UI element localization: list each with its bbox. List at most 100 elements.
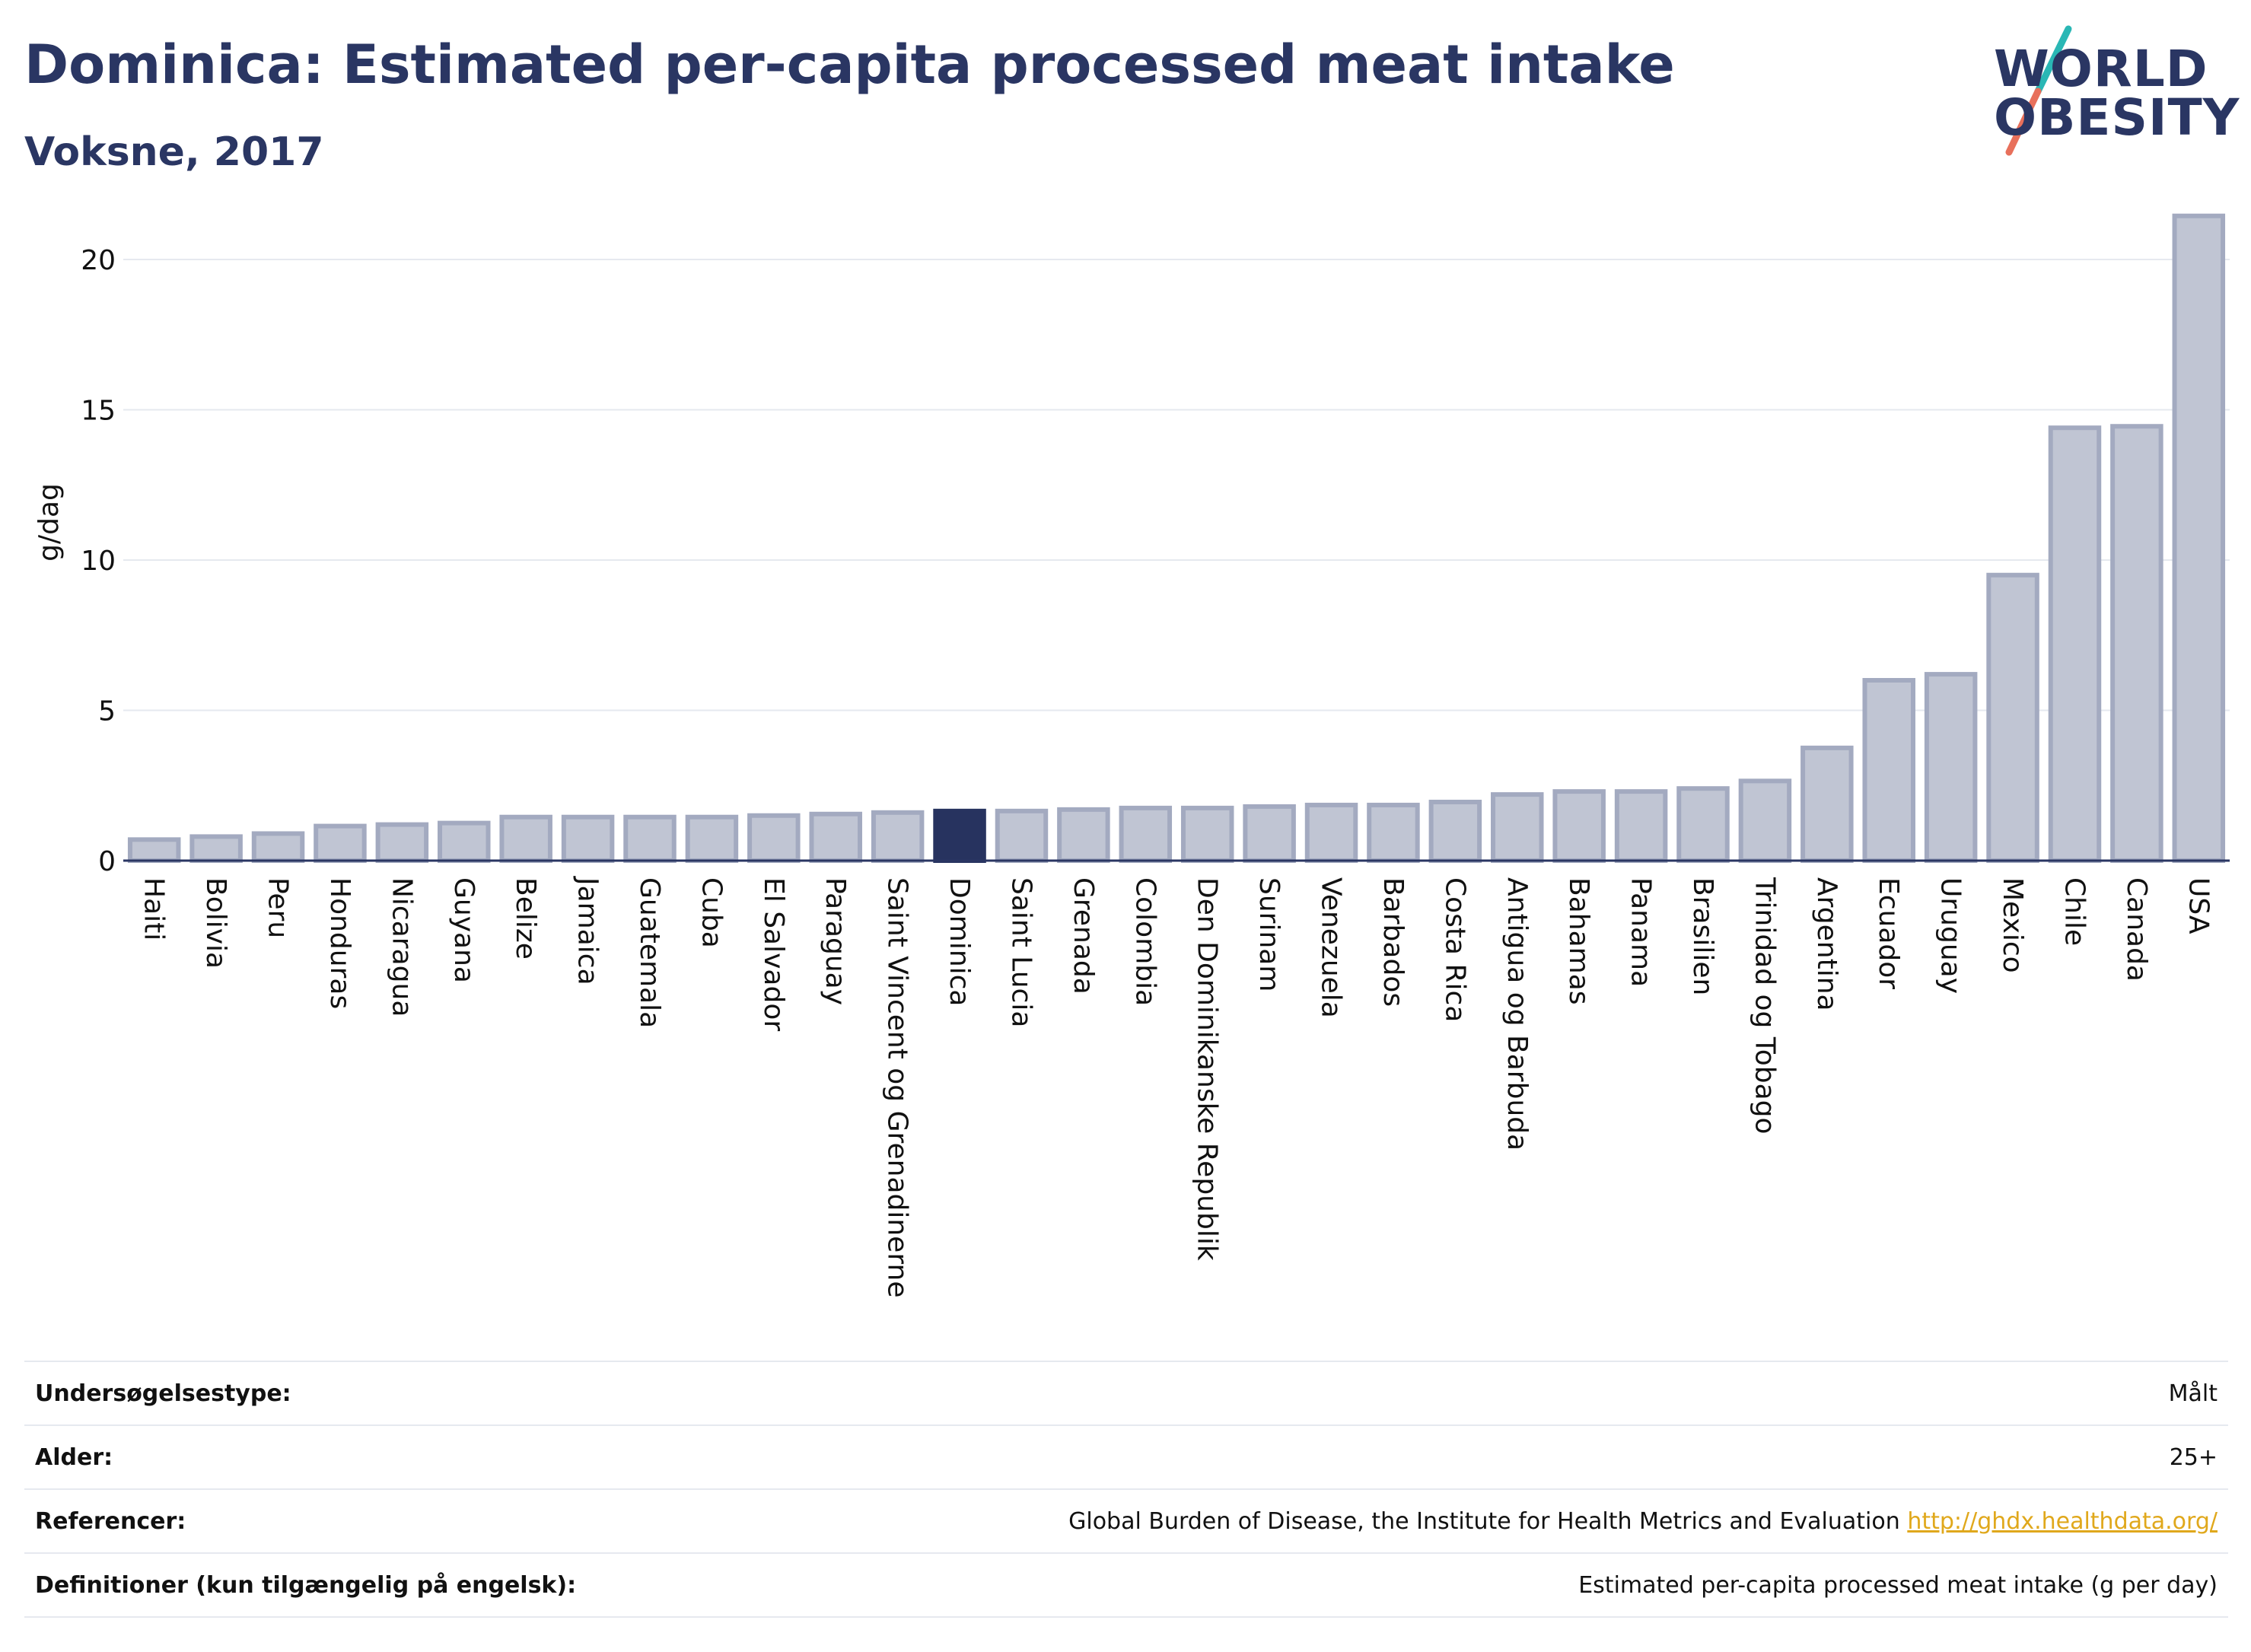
bar-uruguay[interactable] bbox=[1924, 672, 1978, 863]
bar-panama[interactable] bbox=[1614, 789, 1668, 864]
meta-label: Definitioner (kun tilgængelig på engelsk… bbox=[35, 1571, 577, 1599]
x-tick-label: Trinidad og Tobago bbox=[1749, 877, 1780, 1135]
x-tick-label: Guatemala bbox=[634, 877, 665, 1028]
bar-canada[interactable] bbox=[2110, 424, 2163, 863]
meta-row-age: Alder: 25+ bbox=[24, 1426, 2228, 1490]
bar-argentina[interactable] bbox=[1800, 745, 1854, 863]
x-tick-label: Honduras bbox=[324, 877, 355, 1009]
x-tick-label: Saint Vincent og Grenadinerne bbox=[882, 877, 913, 1297]
bar-haiti[interactable] bbox=[127, 837, 181, 863]
bar-honduras[interactable] bbox=[314, 823, 367, 863]
x-tick-label: Grenada bbox=[1068, 877, 1099, 995]
bar-saint-lucia[interactable] bbox=[995, 808, 1049, 863]
x-tick-label: Belize bbox=[510, 877, 541, 960]
bar-chile[interactable] bbox=[2048, 425, 2102, 863]
x-tick-label: Dominica bbox=[944, 877, 975, 1007]
x-tick-label: USA bbox=[2183, 877, 2214, 934]
x-tick-label: Nicaragua bbox=[386, 877, 417, 1017]
bar-trinidad-og-tobago[interactable] bbox=[1738, 778, 1792, 863]
x-tick-label: Chile bbox=[2058, 877, 2090, 946]
bar-mexico[interactable] bbox=[1986, 572, 2039, 863]
meta-row-references: Referencer: Global Burden of Disease, th… bbox=[24, 1490, 2228, 1554]
y-tick-label: 5 bbox=[98, 696, 116, 727]
bar-el-salvador[interactable] bbox=[747, 813, 801, 863]
bar-colombia[interactable] bbox=[1119, 805, 1173, 863]
logo-slash-icon bbox=[2005, 25, 2072, 156]
bar-surinam[interactable] bbox=[1243, 804, 1296, 864]
x-tick-label: El Salvador bbox=[758, 877, 789, 1031]
metadata-table: Undersøgelsestype: Målt Alder: 25+ Refer… bbox=[24, 1361, 2228, 1618]
x-tick-label: Bolivia bbox=[200, 877, 231, 969]
bar-brasilien[interactable] bbox=[1676, 786, 1730, 863]
bar-costa-rica[interactable] bbox=[1428, 799, 1482, 863]
bar-peru[interactable] bbox=[251, 831, 305, 863]
bar-guatemala[interactable] bbox=[623, 814, 677, 863]
bar-barbados[interactable] bbox=[1367, 802, 1420, 864]
x-tick-label: Haiti bbox=[138, 877, 170, 941]
meta-row-definitions: Definitioner (kun tilgængelig på engelsk… bbox=[24, 1554, 2228, 1618]
meta-value: Målt bbox=[2168, 1380, 2218, 1407]
x-tick-label: Paraguay bbox=[820, 877, 851, 1005]
reference-text: Global Burden of Disease, the Institute … bbox=[1068, 1507, 1900, 1535]
x-tick-label: Venezuela bbox=[1316, 877, 1347, 1018]
logo-line2: OBESITY bbox=[1994, 88, 2240, 147]
x-tick-label: Panama bbox=[1625, 877, 1657, 987]
grid-lines bbox=[123, 259, 2230, 711]
x-tick-label: Argentina bbox=[1811, 877, 1842, 1011]
x-tick-label: Canada bbox=[2121, 877, 2152, 982]
bar-venezuela[interactable] bbox=[1304, 802, 1358, 864]
meta-label: Referencer: bbox=[35, 1507, 186, 1535]
x-tick-label: Guyana bbox=[448, 877, 479, 983]
x-tick-label: Jamaica bbox=[572, 876, 603, 985]
bar-cuba[interactable] bbox=[685, 814, 739, 863]
bar-grenada[interactable] bbox=[1057, 807, 1110, 863]
meta-value: 25+ bbox=[2169, 1444, 2218, 1471]
y-tick-label: 10 bbox=[81, 546, 116, 577]
y-tick-label: 15 bbox=[81, 396, 116, 427]
x-tick-label: Saint Lucia bbox=[1005, 877, 1036, 1027]
x-tick-label: Uruguay bbox=[1935, 877, 1966, 994]
x-tick-label: Costa Rica bbox=[1439, 877, 1470, 1022]
x-tick-label: Brasilien bbox=[1687, 877, 1718, 995]
bar-dominica[interactable] bbox=[933, 808, 986, 863]
x-tick-label: Den Dominikanske Republik bbox=[1192, 877, 1223, 1261]
bar-jamaica[interactable] bbox=[561, 814, 615, 863]
meta-row-survey-type: Undersøgelsestype: Målt bbox=[24, 1362, 2228, 1426]
x-tick-label: Barbados bbox=[1377, 877, 1409, 1007]
bars bbox=[127, 213, 2226, 864]
meta-value: Global Burden of Disease, the Institute … bbox=[1068, 1508, 2218, 1535]
chart-subtitle: Voksne, 2017 bbox=[24, 129, 324, 175]
y-tick-label: 20 bbox=[81, 245, 116, 276]
y-axis-label: g/dag bbox=[33, 483, 65, 562]
x-tick-label: Cuba bbox=[696, 877, 727, 948]
bar-nicaragua[interactable] bbox=[375, 822, 429, 863]
bar-saint-vincent-og-grenadinerne[interactable] bbox=[871, 810, 925, 864]
y-tick-label: 0 bbox=[98, 846, 116, 877]
chart-title: Dominica: Estimated per-capita processed… bbox=[24, 33, 1675, 96]
bar-bolivia[interactable] bbox=[189, 834, 243, 864]
x-tick-label: Ecuador bbox=[1873, 877, 1904, 989]
bar-chart: 0 5 10 15 20 g/dag Haiti Bolivia Peru Honduras Ni… bbox=[33, 213, 2230, 1297]
bar-ecuador[interactable] bbox=[1862, 678, 1915, 863]
x-tick-label: Surinam bbox=[1253, 877, 1285, 992]
meta-label: Undersøgelsestype: bbox=[35, 1380, 291, 1407]
bar-guyana[interactable] bbox=[438, 820, 491, 863]
meta-label: Alder: bbox=[35, 1444, 113, 1471]
world-obesity-logo: WORLD OBESITY bbox=[1979, 23, 2240, 160]
x-tick-label: Peru bbox=[263, 877, 294, 938]
reference-link[interactable]: http://ghdx.healthdata.org/ bbox=[1907, 1507, 2218, 1535]
x-tick-label: Bahamas bbox=[1563, 877, 1594, 1005]
bar-belize[interactable] bbox=[499, 814, 552, 863]
logo-line1: WORLD bbox=[1994, 40, 2208, 98]
bar-bahamas[interactable] bbox=[1552, 789, 1606, 864]
meta-value: Estimated per-capita processed meat inta… bbox=[1578, 1571, 2218, 1599]
bar-usa[interactable] bbox=[2172, 213, 2226, 864]
x-tick-label: Colombia bbox=[1129, 877, 1161, 1006]
bar-den-dominikanske-republik[interactable] bbox=[1180, 805, 1234, 863]
x-tick-label: Antigua og Barbuda bbox=[1501, 877, 1533, 1151]
x-tick-label: Mexico bbox=[1997, 877, 2028, 973]
bar-antigua-og-barbuda[interactable] bbox=[1491, 792, 1544, 863]
category-labels: Haiti Bolivia Peru Honduras Nicaragua Guyana B… bbox=[138, 876, 2214, 1297]
axes: 0 5 10 15 20 g/dag bbox=[33, 245, 2230, 877]
bar-paraguay[interactable] bbox=[809, 811, 862, 864]
